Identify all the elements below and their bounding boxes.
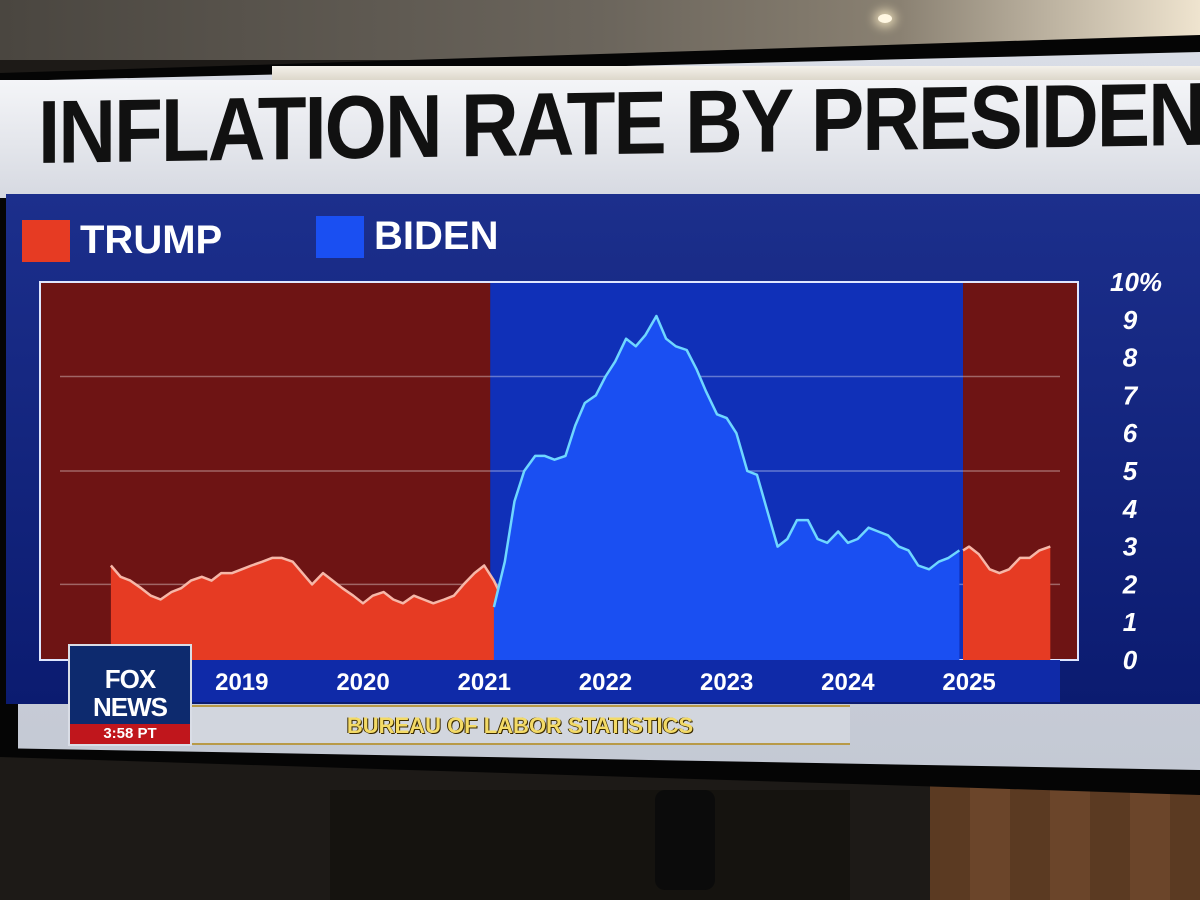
remote-control <box>655 790 715 890</box>
x-tick-label-2023: 2023 <box>700 669 753 696</box>
series-area-trump-2 <box>963 546 1051 660</box>
y-tick-label-0: 0 <box>1123 645 1138 675</box>
legend-item-trump: TRUMP <box>22 218 222 263</box>
network-logo: FOX NEWS 3:58 PT <box>68 644 192 746</box>
broadcast-time: 3:58 PT <box>70 724 190 744</box>
ceiling-light <box>878 14 892 23</box>
y-tick-label-6: 6 <box>1123 418 1138 448</box>
legend-label-trump: TRUMP <box>80 218 223 262</box>
series-line-biden-1 <box>492 314 961 608</box>
source-label: BUREAU OF LABOR STATISTICS <box>346 713 694 738</box>
y-tick-label-10: 10% <box>1110 267 1162 297</box>
x-tick-label-2022: 2022 <box>579 669 632 696</box>
x-tick-label-2021: 2021 <box>458 669 511 696</box>
y-tick-label-4: 4 <box>1122 494 1138 524</box>
y-tick-label-3: 3 <box>1123 532 1138 562</box>
source-band: BUREAU OF LABOR STATISTICS <box>190 705 850 745</box>
x-axis-band <box>180 660 1060 702</box>
title-band <box>0 80 1200 198</box>
legend-item-biden: BIDEN <box>316 214 498 259</box>
y-tick-label-1: 1 <box>1123 607 1137 637</box>
tv-stand <box>330 790 850 900</box>
legend-swatch-biden <box>316 215 364 258</box>
legend-swatch-trump <box>22 219 70 262</box>
y-tick-label-7: 7 <box>1123 380 1139 410</box>
logo-word-bottom: NEWS <box>93 692 168 722</box>
logo-word-top: FOX <box>104 664 156 694</box>
x-tick-label-2025: 2025 <box>942 669 995 696</box>
x-tick-label-2020: 2020 <box>336 669 389 696</box>
legend-label-biden: BIDEN <box>374 214 499 258</box>
y-tick-label-9: 9 <box>1123 305 1138 335</box>
wood-floor <box>930 780 1200 900</box>
x-tick-label-2019: 2019 <box>215 669 268 696</box>
y-tick-label-2: 2 <box>1122 569 1138 599</box>
x-tick-label-2024: 2024 <box>821 669 875 696</box>
series-line-trump-2 <box>962 545 1051 575</box>
series-area-biden-1 <box>493 316 960 660</box>
y-tick-label-8: 8 <box>1123 343 1138 373</box>
y-tick-label-5: 5 <box>1123 456 1138 486</box>
series-area-trump-0 <box>110 557 576 660</box>
